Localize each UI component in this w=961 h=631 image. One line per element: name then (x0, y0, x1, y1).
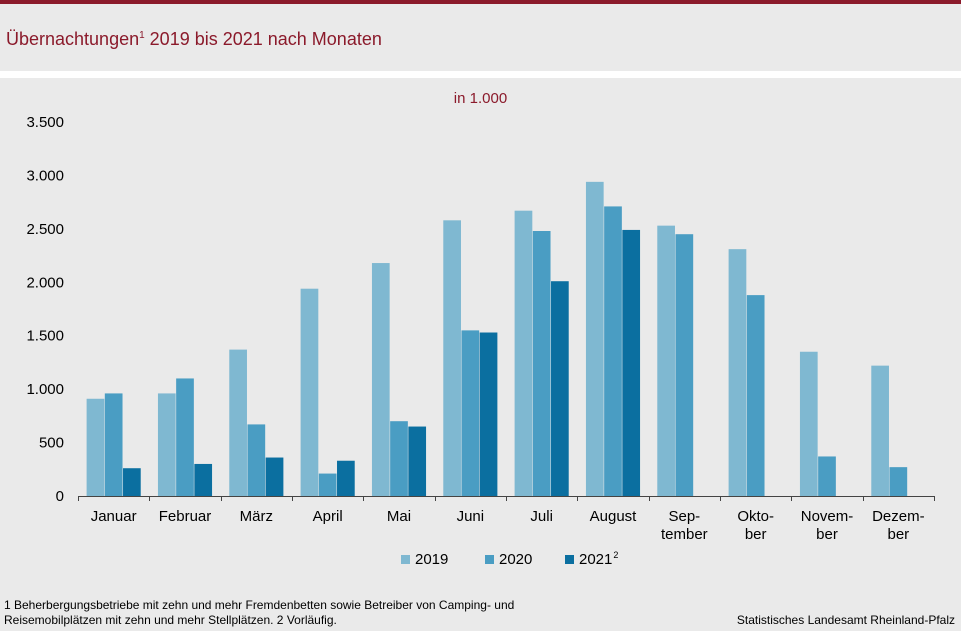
bar-2021 (337, 460, 355, 496)
bar-2020 (675, 234, 694, 496)
bar-2021 (408, 426, 427, 496)
bar-2019 (443, 220, 461, 496)
x-tick-label: tember (661, 526, 708, 543)
bar-2021 (194, 463, 213, 496)
x-tick-label: Mai (387, 508, 411, 525)
y-tick-label: 0 (56, 488, 64, 505)
x-tick-label: Okto- (737, 508, 774, 525)
bar-2021 (551, 281, 569, 496)
y-tick-label: 3.500 (26, 114, 64, 131)
title-divider (0, 71, 961, 78)
bar-2020 (818, 456, 836, 496)
x-tick-label: Juni (457, 508, 485, 525)
legend-label-2019: 2019 (415, 551, 448, 568)
bar-2020 (461, 330, 480, 496)
legend-label-2021: 20212 (579, 550, 618, 568)
bar-2019 (585, 181, 604, 496)
bar-2019 (229, 349, 247, 496)
bar-2020 (889, 467, 908, 496)
legend-swatch-2019 (401, 555, 410, 564)
x-tick-label: ber (816, 526, 838, 543)
x-tick-label: Juli (530, 508, 553, 525)
bar-2021 (622, 229, 641, 496)
bar-2019 (157, 393, 176, 496)
x-tick-label: ber (745, 526, 767, 543)
x-tick-label: Januar (91, 508, 137, 525)
source-note: Statistisches Landesamt Rheinland-Pfalz (736, 613, 955, 627)
bar-2019 (871, 365, 889, 496)
legend-swatch-2020 (485, 555, 494, 564)
x-tick-label: April (313, 508, 343, 525)
y-tick-label: 2.000 (26, 274, 64, 291)
bar-2020 (746, 295, 765, 496)
x-tick-label: Novem- (801, 508, 854, 525)
bar-2020 (176, 378, 194, 496)
bar-2019 (300, 288, 319, 496)
bar-2020 (604, 206, 622, 496)
legend-label-2020: 2020 (499, 551, 532, 568)
bar-2019 (514, 210, 533, 497)
y-tick-label: 3.000 (26, 167, 64, 184)
top-rule (0, 0, 961, 4)
bar-chart: 0 500 1.000 1.500 2.000 2.500 3.000 3.500 Januar… (26, 114, 935, 568)
bar-2021 (123, 468, 141, 496)
unit-label: in 1.000 (453, 90, 508, 107)
x-tick-label: Sep- (668, 508, 700, 525)
x-tick-label: Februar (159, 508, 212, 525)
y-tick-label: 2.500 (26, 221, 64, 238)
legend-footnote-marker: 2 (613, 550, 618, 560)
bar-2021 (479, 332, 498, 496)
x-tick-label: August (590, 508, 638, 525)
bar-2020 (390, 421, 408, 496)
bar-2019 (371, 263, 390, 496)
y-tick-label: 1.500 (26, 328, 64, 345)
y-tick-label: 1.000 (26, 381, 64, 398)
footnote: 1 Beherbergungsbetriebe mit zehn und meh… (4, 598, 515, 627)
bar-2019 (657, 225, 675, 496)
chart-title: Übernachtungen1 2019 bis 2021 nach Monat… (6, 29, 382, 49)
bar-2019 (86, 398, 105, 496)
bar-2020 (104, 393, 123, 496)
x-tick-label: ber (887, 526, 909, 543)
bar-2020 (247, 424, 266, 496)
bar-2019 (799, 351, 818, 496)
x-tick-label: März (240, 508, 273, 525)
bar-2019 (728, 249, 747, 496)
x-tick-label: Dezem- (872, 508, 925, 525)
bar-2020 (318, 473, 337, 496)
y-tick-label: 500 (39, 435, 64, 452)
bar-2020 (532, 230, 551, 496)
bar-2021 (265, 457, 284, 496)
legend-swatch-2021 (565, 555, 574, 564)
